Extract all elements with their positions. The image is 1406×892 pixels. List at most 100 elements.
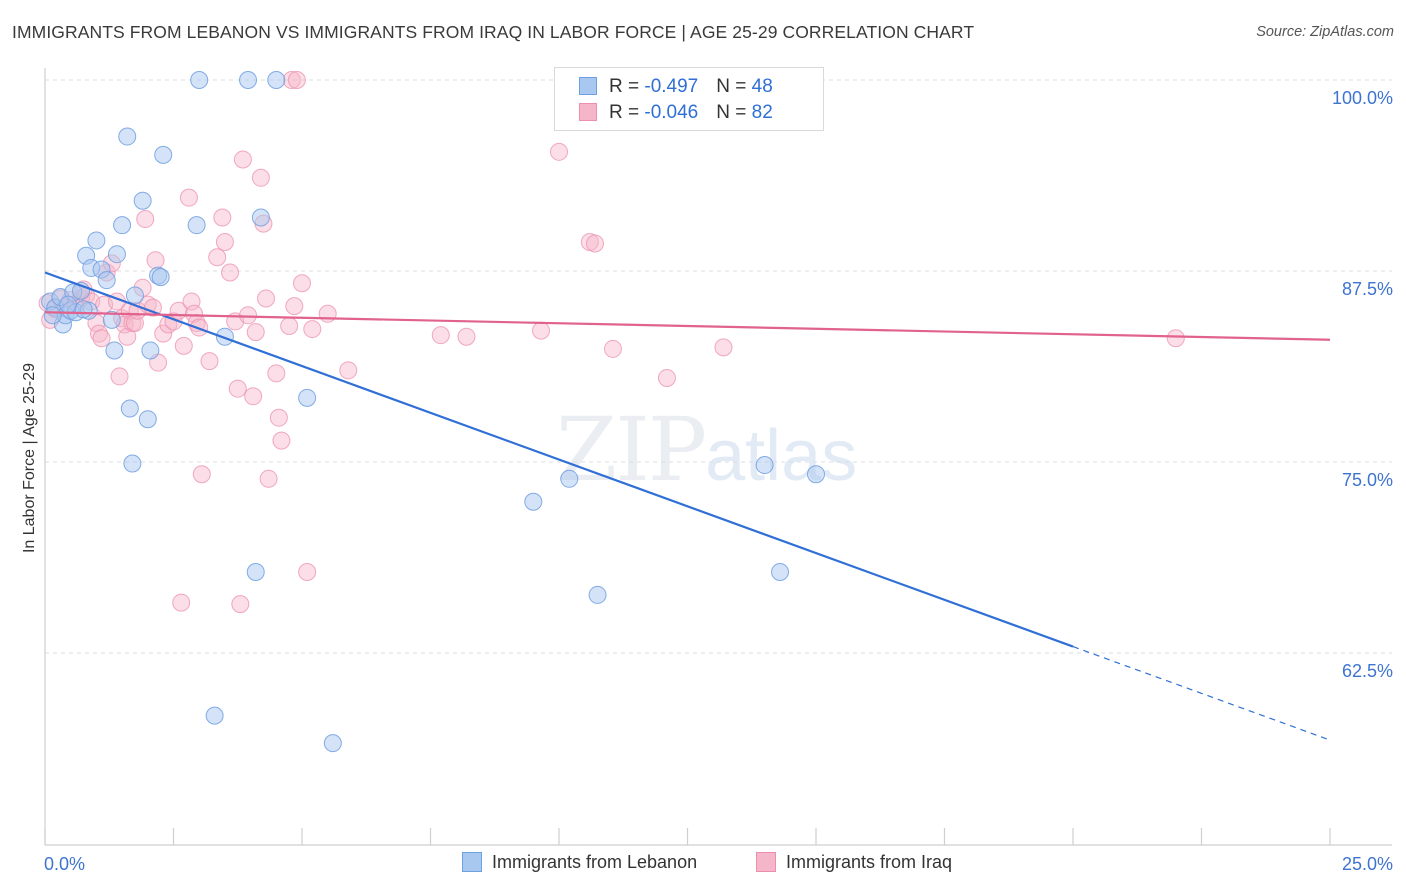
- lebanon-point: [97, 271, 116, 290]
- lebanon-point: [251, 208, 270, 227]
- iraq-point: [239, 306, 258, 325]
- iraq-point: [228, 379, 247, 398]
- lebanon-r-label: R =: [609, 76, 645, 97]
- iraq-point: [293, 274, 311, 293]
- lebanon-point: [588, 585, 607, 604]
- iraq-point: [431, 326, 450, 345]
- lebanon-point: [323, 734, 342, 753]
- lebanon-n-label: N =: [716, 76, 752, 97]
- lebanon-point: [205, 706, 224, 725]
- lebanon-point: [246, 563, 265, 582]
- lebanon-point: [87, 231, 106, 250]
- stats-legend-row-iraq: R = -0.046 N = 82: [579, 102, 773, 126]
- lebanon-point: [560, 469, 579, 488]
- lebanon-n-value: 48: [751, 76, 773, 97]
- lebanon-point: [141, 341, 160, 360]
- x-tick-label-max: 25.0%: [1342, 854, 1393, 874]
- iraq-point: [251, 168, 270, 187]
- x-tick-label-min: 0.0%: [44, 854, 85, 874]
- iraq-point: [246, 323, 265, 342]
- iraq-point: [221, 263, 240, 282]
- iraq-point: [179, 188, 198, 207]
- iraq-point: [172, 593, 191, 612]
- iraq-point: [233, 150, 252, 169]
- iraq-point: [192, 465, 211, 484]
- iraq-point: [339, 361, 358, 380]
- iraq-point: [174, 336, 193, 355]
- iraq-point: [267, 364, 286, 383]
- watermark: ZIPatlas: [556, 398, 857, 501]
- lebanon-point: [59, 295, 78, 314]
- lebanon-point: [123, 454, 142, 473]
- lebanon-point: [107, 245, 126, 264]
- lebanon-trend-line: [44, 271, 1074, 648]
- iraq-point: [550, 142, 568, 161]
- iraq-point: [318, 304, 337, 323]
- legend-iraq-swatch: [756, 852, 776, 872]
- iraq-n-label: N =: [716, 102, 752, 123]
- iraq-point: [657, 368, 676, 387]
- iraq-point: [92, 329, 111, 348]
- iraq-point: [298, 563, 317, 582]
- lebanon-point: [125, 286, 144, 305]
- legend-item-lebanon: Immigrants from Lebanon: [462, 852, 697, 873]
- lebanon-point: [102, 310, 121, 329]
- y-tick-label-1: 75.0%: [1342, 470, 1393, 490]
- iraq-point: [269, 408, 288, 427]
- y-tick-label-3: 100.0%: [1332, 88, 1393, 108]
- lebanon-point: [807, 465, 825, 484]
- chart-source: Source: ZipAtlas.com: [1256, 24, 1394, 40]
- legend-lebanon-swatch: [462, 852, 482, 872]
- iraq-point: [257, 289, 276, 308]
- iraq-point: [244, 387, 263, 406]
- stats-legend-row-lebanon: R = -0.497 N = 48: [579, 76, 773, 100]
- y-tick-label-2: 87.5%: [1342, 279, 1393, 299]
- iraq-point: [303, 320, 322, 339]
- iraq-point: [136, 210, 155, 229]
- iraq-point: [1166, 329, 1185, 348]
- iraq-point: [585, 234, 604, 253]
- iraq-point: [231, 595, 250, 614]
- iraq-point: [110, 367, 129, 386]
- iraq-point: [285, 297, 304, 316]
- trend-lines: [44, 271, 1331, 741]
- lebanon-r-value: -0.497: [644, 76, 699, 97]
- iraq-n-value: 82: [751, 102, 773, 123]
- legend-iraq-label: Immigrants from Iraq: [786, 852, 953, 872]
- iraq-point: [213, 208, 232, 227]
- y-axis-label: In Labor Force | Age 25-29: [21, 362, 38, 554]
- lebanon-point: [118, 127, 137, 146]
- lebanon-point: [133, 191, 152, 210]
- lebanon-point: [120, 399, 139, 418]
- axis-tick-labels: 62.5% 75.0% 87.5% 100.0% 0.0% 25.0%: [44, 88, 1393, 874]
- iraq-point: [272, 431, 291, 450]
- lebanon-point: [187, 216, 206, 235]
- iraq-point: [714, 338, 733, 357]
- lebanon-point: [267, 71, 286, 89]
- iraq-point: [259, 469, 278, 488]
- lebanon-point: [755, 456, 774, 475]
- iraq-point: [280, 317, 299, 336]
- iraq-point: [146, 251, 165, 270]
- lebanon-point: [74, 300, 93, 319]
- lebanon-points: [41, 71, 825, 753]
- iraq-point: [603, 339, 622, 358]
- iraq-r-value: -0.046: [644, 102, 699, 123]
- lebanon-point: [154, 145, 173, 164]
- chart-title: IMMIGRANTS FROM LEBANON VS IMMIGRANTS FR…: [12, 22, 975, 42]
- iraq-point: [215, 232, 234, 251]
- lebanon-point: [43, 306, 62, 325]
- iraq-trend-line: [44, 311, 1331, 341]
- lebanon-point: [524, 492, 543, 511]
- iraq-point: [532, 321, 551, 340]
- iraq-swatch: [579, 103, 597, 121]
- iraq-point: [208, 248, 227, 267]
- lebanon-point: [771, 563, 790, 582]
- y-tick-label-0: 62.5%: [1342, 661, 1393, 681]
- lebanon-point: [298, 388, 317, 407]
- lebanon-point: [190, 71, 209, 89]
- lebanon-point: [215, 327, 234, 346]
- lebanon-point: [239, 71, 258, 89]
- lebanon-point: [113, 216, 132, 235]
